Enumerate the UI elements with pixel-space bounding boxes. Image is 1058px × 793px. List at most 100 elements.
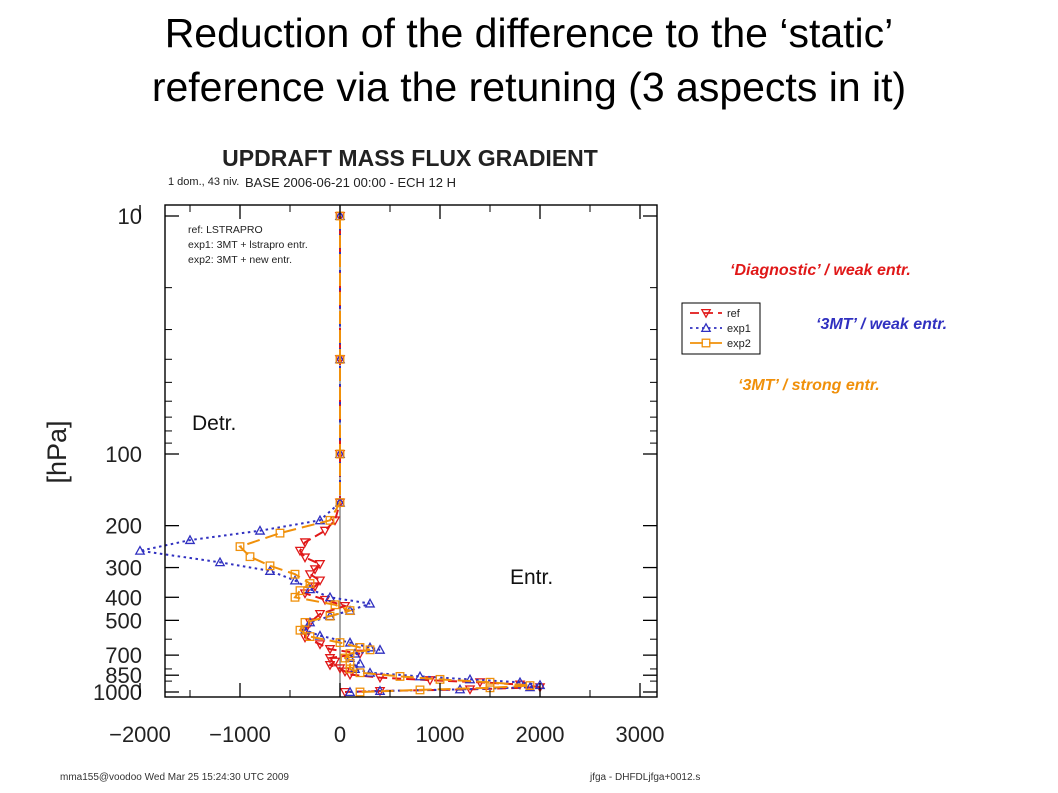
data-point-exp1 — [344, 686, 356, 697]
y-axis-label: [hPa] — [42, 420, 72, 483]
x-tick-label: 2000 — [516, 722, 565, 747]
y-tick-label: 850 — [105, 663, 142, 688]
data-point-ref — [304, 570, 316, 580]
plot-frame — [164, 204, 658, 698]
x-tick-label: 0 — [334, 722, 346, 747]
series-ref — [294, 211, 546, 698]
data-point-ref — [314, 560, 326, 570]
slide-title-line1: Reduction of the difference to the ‘stat… — [164, 10, 894, 56]
y-tick-label: 700 — [105, 643, 142, 668]
data-point-ref — [319, 526, 331, 537]
data-point-exp1 — [184, 534, 196, 545]
chart-title: UPDRAFT MASS FLUX GRADIENT — [222, 145, 598, 171]
data-point-exp2 — [345, 664, 355, 674]
data-point-exp1 — [364, 641, 376, 652]
footer-left: mma155@voodoo Wed Mar 25 15:24:30 UTC 20… — [60, 772, 289, 783]
chart-subtitle: BASE 2006-06-21 00:00 - ECH 12 H — [245, 175, 456, 190]
data-point-exp1 — [289, 574, 301, 585]
legend-text-ref: ref: LSTRAPRO — [188, 224, 263, 236]
legend-label-exp2: exp2 — [727, 338, 751, 350]
x-tick-label: 3000 — [616, 722, 665, 747]
data-point-exp1 — [134, 545, 146, 555]
data-point-exp2 — [300, 617, 310, 627]
data-point-ref — [309, 565, 321, 575]
data-point-exp1 — [304, 583, 316, 594]
data-point-ref — [299, 553, 311, 563]
data-point-exp2 — [295, 586, 305, 596]
data-point-exp1 — [374, 644, 386, 654]
data-point-exp2 — [335, 498, 345, 508]
legend-marker-exp1 — [700, 322, 712, 333]
data-point-exp2 — [325, 611, 335, 621]
data-point-exp2 — [335, 638, 345, 648]
data-point-exp2 — [275, 528, 285, 538]
data-point-exp2 — [305, 632, 315, 642]
data-point-exp1 — [364, 598, 376, 608]
data-point-exp1 — [354, 658, 366, 668]
slide-title-line2: reference via the retuning (3 aspects in… — [151, 64, 907, 110]
legend-text-exp2: exp2: 3MT + new entr. — [188, 254, 292, 266]
data-point-exp2 — [305, 579, 315, 588]
y-tick-label: 10 — [118, 204, 142, 229]
data-point-exp1 — [214, 556, 226, 567]
y-tick-label: 1000 — [93, 680, 142, 705]
data-point-exp2 — [335, 354, 345, 364]
data-point-exp1 — [324, 591, 336, 602]
series-exp2 — [235, 211, 535, 697]
data-point-ref — [324, 645, 336, 655]
data-point-ref — [374, 673, 386, 684]
annotation-3mt-strong: ‘3MT’ / strong entr. — [738, 377, 880, 394]
y-tick-label: 400 — [105, 585, 142, 610]
data-point-exp1 — [314, 514, 326, 525]
x-tick-label: −2000 — [109, 722, 171, 747]
data-point-exp2 — [415, 685, 425, 695]
data-point-exp2 — [330, 600, 340, 610]
data-point-exp2 — [355, 643, 365, 652]
annotation-diagnostic: ‘Diagnostic’ / weak entr. — [730, 262, 911, 279]
data-point-exp2 — [335, 449, 345, 459]
data-point-ref — [299, 538, 311, 548]
slide-title: Reduction of the difference to the ‘stat… — [0, 6, 1058, 114]
x-tick-label: −1000 — [209, 722, 271, 747]
y-tick-label: 100 — [105, 442, 142, 467]
y-tick-label: 500 — [105, 608, 142, 633]
data-point-exp2 — [355, 668, 365, 678]
data-point-exp2 — [340, 653, 350, 663]
y-tick-label: 200 — [105, 514, 142, 539]
series-legend-box — [681, 302, 761, 355]
data-point-exp2 — [295, 625, 305, 635]
footer-right: jfga - DHFDLjfga+0012.s — [589, 772, 700, 783]
data-point-exp2 — [345, 659, 355, 669]
data-point-exp1 — [464, 673, 476, 684]
x-tick-label: 1000 — [416, 722, 465, 747]
data-point-ref — [324, 660, 336, 671]
data-point-ref — [339, 667, 351, 678]
data-point-exp1 — [364, 667, 376, 677]
annotation-3mt-weak: ‘3MT’ / weak entr. — [816, 316, 948, 333]
chart-subtitle-left: 1 dom., 43 niv. — [168, 176, 239, 188]
series-line-exp2 — [238, 216, 531, 693]
data-point-ref — [314, 609, 326, 620]
legend-marker-ref — [700, 308, 712, 319]
data-point-exp2 — [345, 606, 355, 616]
data-point-exp1 — [524, 681, 536, 692]
annotation-entr: Entr. — [510, 566, 553, 589]
annotation-detr: Detr. — [192, 412, 236, 435]
data-point-exp2 — [265, 561, 275, 571]
data-point-exp2 — [235, 542, 245, 552]
data-point-exp2 — [290, 592, 300, 602]
data-point-exp2 — [395, 671, 405, 681]
series-legend: ref exp1 exp2 — [681, 302, 761, 355]
data-point-ref — [294, 546, 306, 557]
legend-label-ref: ref — [727, 308, 741, 320]
legend-marker-exp2 — [701, 338, 711, 348]
data-point-exp2 — [365, 645, 375, 655]
data-point-exp1 — [264, 565, 276, 575]
data-point-ref — [329, 516, 341, 526]
data-point-exp2 — [290, 569, 300, 579]
data-point-exp2 — [325, 515, 335, 525]
data-point-exp1 — [414, 670, 426, 681]
data-point-exp2 — [525, 681, 535, 691]
data-point-exp2 — [245, 552, 255, 562]
